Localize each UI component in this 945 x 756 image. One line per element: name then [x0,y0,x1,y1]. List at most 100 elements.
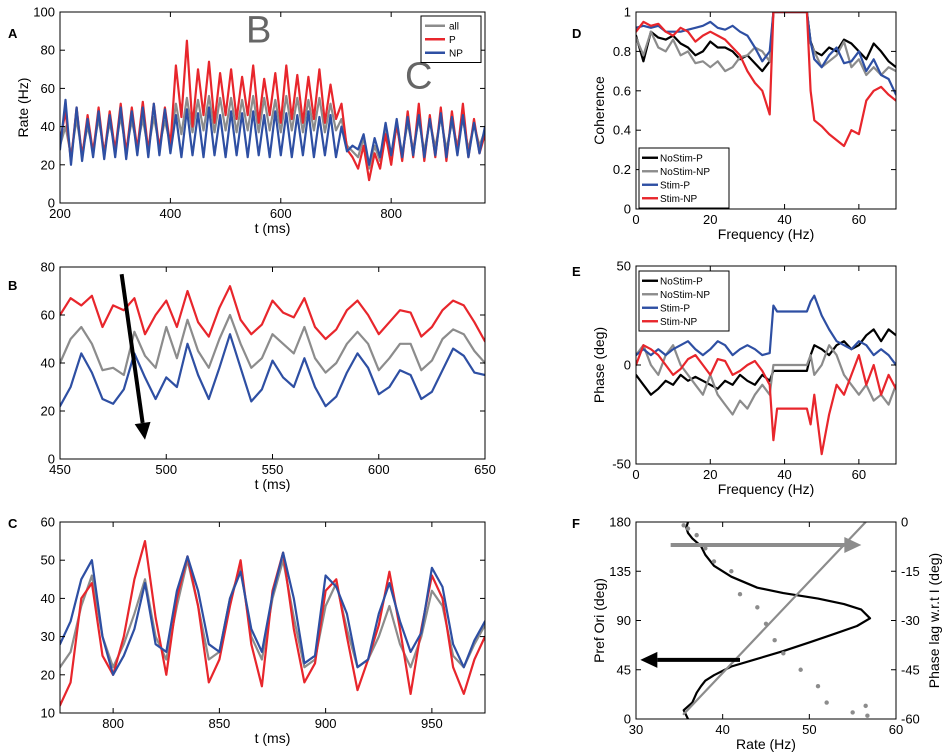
y-tick-label: 40 [41,591,55,606]
phase-point [781,651,786,656]
legend-label: Stim-P [660,303,690,314]
panel-c: 800 850 900 950 10 20 30 40 50 60 t (ms) C [8,515,486,746]
y-tick-label: 40 [41,356,55,371]
series-line-tuning [682,522,872,719]
x-tick-label: 60 [852,467,866,482]
x-tick-label: 500 [155,462,177,477]
series-line-stim-p [636,294,896,367]
x-tick-label: 900 [315,716,337,731]
x-tick-label: 20 [703,467,717,482]
y-tick-label: 40 [41,119,55,134]
y-axis-label: Phase (deg) [591,327,607,403]
series-group [60,539,485,707]
phase-point [865,713,870,718]
x-axis-label: t (ms) [255,220,291,236]
x-tick-label: 450 [49,462,71,477]
phase-point [850,710,855,715]
legend-label: Stim-NP [660,194,698,205]
x-tick-label: 30 [629,722,643,737]
axes-frame [59,521,486,714]
x-axis-label: Frequency (Hz) [718,226,814,242]
x-tick-label: 200 [49,206,71,221]
panel-label: C [8,516,18,531]
y-tick-label: 50 [617,259,631,274]
y-tick-label: 45 [617,662,631,677]
panel-label: A [8,26,18,41]
panel-d: 0 20 40 60 0 0.2 0.4 0.6 0.8 1 Frequency (Hz) Coher… [572,5,897,242]
legend-label: Stim-NP [660,317,698,328]
x-tick-label: 400 [160,206,182,221]
y-tick-label: 135 [609,564,631,579]
phase-point [685,526,691,531]
y-tick-label: 90 [617,613,631,628]
x-axis-label: t (ms) [255,476,291,492]
legend-label: all [449,21,459,32]
series-line-p [60,539,485,707]
y-tick-label: 60 [41,515,55,530]
legend: all P NP [420,15,482,63]
phase-point [729,569,734,574]
series-line-np [60,98,485,166]
axes-frame [59,11,486,204]
arrow-head [134,421,151,440]
phase-point [711,559,717,564]
x-tick-label: 60 [889,722,903,737]
y-tick-label: 20 [41,667,55,682]
phase-point [863,703,868,709]
y-axis-label: Coherence [591,76,607,145]
x-tick-label: 800 [102,716,124,731]
y-tick-label: 0.6 [613,83,631,98]
legend: NoStim-P NoStim-NP Stim-P Stim-NP [638,270,730,332]
panel-label: E [572,264,581,279]
y-right-tick-label: -45 [901,662,920,677]
y-axis-label: Pref Ori (deg) [591,578,607,663]
y-tick-label: 60 [41,81,55,96]
y-tick-label: 30 [41,629,55,644]
legend-label: Stim-P [660,180,690,191]
series-group [636,294,896,456]
y-tick-label: 0 [48,196,55,211]
y-tick-label: 0 [624,202,631,217]
y-tick-label: 1 [624,5,631,20]
x-tick-label: 60 [852,212,866,227]
arrow-head [844,536,862,553]
x-axis-label: t (ms) [255,730,291,746]
x-tick-label: 40 [715,722,729,737]
series-group [636,12,896,148]
phase-point [737,592,743,597]
y-tick-label: 0.2 [613,162,631,177]
y-tick-label: 0.8 [613,44,631,59]
y-right-axis-label: Phase lag w.r.t I (deg) [926,553,942,688]
legend-label: NP [449,48,463,59]
phase-point [694,532,699,538]
x-tick-label: 950 [421,716,443,731]
panel-label: D [572,26,581,41]
x-tick-label: 600 [270,206,292,221]
panel-a: 200 400 600 800 0 20 40 60 80 100 t (ms) Rate (Hz) A… [8,5,486,236]
series-line-np [60,551,485,676]
x-tick-label: 0 [632,467,639,482]
y-tick-label: 0 [624,712,631,727]
y-tick-label: 80 [41,43,55,58]
axes-frame [635,11,897,210]
x-tick-label: 20 [703,212,717,227]
y-tick-label: 20 [41,404,55,419]
y-right-tick-label: 0 [901,515,908,530]
x-axis-label: Frequency (Hz) [718,481,814,497]
legend: NoStim-P NoStim-NP Stim-P Stim-NP [638,147,730,209]
series-line-all [60,313,485,377]
x-tick-label: 850 [209,716,231,731]
series-line-stim-np [636,12,896,148]
y-right-tick-label: -30 [901,613,920,628]
legend-label: NoStim-NP [660,167,710,178]
y-tick-label: 180 [609,515,631,530]
y-tick-label: 50 [41,553,55,568]
x-tick-label: 40 [777,212,791,227]
x-tick-label: 600 [368,462,390,477]
series-group [60,39,485,182]
legend-label: NoStim-NP [660,290,710,301]
legend-label: NoStim-P [660,276,703,287]
y-right-tick-label: -15 [901,564,920,579]
